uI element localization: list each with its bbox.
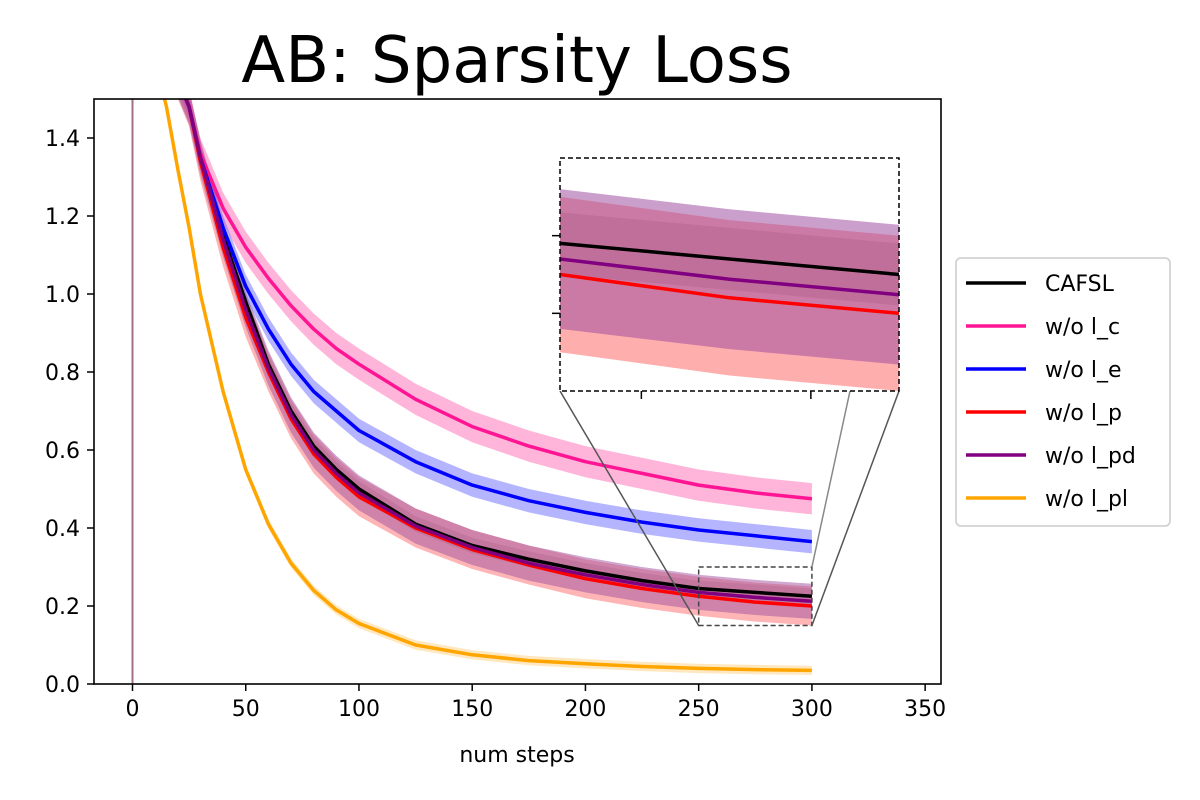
legend-label-w-o-l-c: w/o l_c [1045, 315, 1120, 340]
legend-box [955, 257, 1171, 527]
chart-title: AB: Sparsity Loss [241, 24, 792, 98]
x-axis-label: num steps [459, 743, 574, 768]
plot-frame [93, 98, 942, 685]
x-tick-label: 300 [791, 697, 833, 722]
inset-frame [559, 157, 900, 392]
inset-band-w-o-l-pd [560, 189, 899, 365]
y-tick-label: 1.0 [45, 283, 80, 308]
plot-area [131, 99, 813, 684]
legend-label-w-o-l-e: w/o l_e [1045, 358, 1122, 383]
legend-label-w-o-l-pl: w/o l_pl [1045, 487, 1128, 512]
series-line-w-o-l-pd [183, 99, 813, 604]
series-line-w-o-l-pl [162, 99, 812, 673]
y-tick-label: 1.4 [45, 127, 80, 152]
x-tick-label: 150 [451, 697, 493, 722]
zoom-connector [811, 390, 900, 626]
band-w-o-l-p [177, 99, 812, 626]
legend-label-cafsl: CAFSL [1045, 272, 1115, 297]
band-w-o-l-pd [178, 99, 812, 619]
y-tick-label: 0.8 [45, 361, 80, 386]
legend-label-w-o-l-p: w/o l_p [1045, 401, 1122, 426]
axes: 0 50 100 150 200 250 300 350 0.0 0.2 0.4 0.6 0.8 1.0 1… [45, 98, 946, 722]
x-tick-label: 250 [678, 697, 720, 722]
zoom-connector [811, 390, 851, 568]
y-tick-label: 0.2 [45, 595, 80, 620]
series-line-w-o-l-e [183, 99, 813, 544]
series-line-w-o-l-c [183, 99, 813, 501]
x-tick-label: 50 [232, 697, 260, 722]
y-tick-label: 0.4 [45, 517, 80, 542]
inset-zoom [552, 157, 900, 627]
legend: CAFSL w/o l_c w/o l_e w/o l_p w/o l_pd w/o l_… [955, 257, 1171, 527]
y-tick-label: 0.0 [45, 673, 80, 698]
legend-label-w-o-l-pd: w/o l_pd [1045, 444, 1136, 469]
series-line-w-o-l-p [183, 99, 813, 608]
x-tick-label: 350 [904, 697, 946, 722]
zoom-connector [559, 390, 700, 626]
x-tick-label: 0 [126, 697, 140, 722]
band-w-o-l-c [179, 99, 812, 515]
x-tick-label: 100 [338, 697, 380, 722]
x-tick-label: 200 [564, 697, 606, 722]
y-tick-label: 1.2 [45, 205, 80, 230]
y-tick-label: 0.6 [45, 439, 80, 464]
zoom-region [697, 566, 813, 627]
